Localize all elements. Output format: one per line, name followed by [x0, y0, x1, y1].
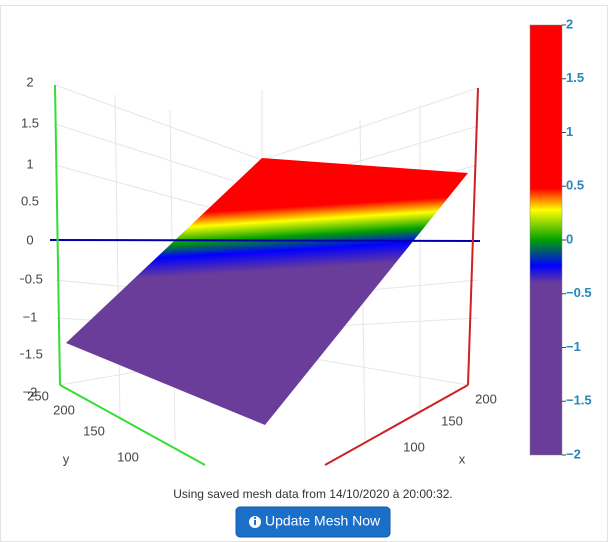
z-axis-line — [467, 87, 479, 386]
info-icon-stem — [254, 520, 256, 525]
x-axis-line — [324, 384, 469, 466]
z-tick-label: −1.5 — [17, 346, 43, 361]
z-tick-label: 0 — [26, 232, 33, 247]
colorbar-tick-label: 2 — [566, 16, 573, 31]
colorbar-tick-label: 1.5 — [566, 70, 584, 85]
y-tick-label: 200 — [53, 402, 75, 417]
z-axis-line — [54, 84, 61, 386]
z-tick-label: −2 — [23, 384, 38, 399]
z-tick-label: 2 — [26, 74, 33, 89]
colorbar-tick-label: 0 — [566, 231, 573, 246]
z-tick-label: 1 — [26, 156, 33, 171]
zero-line — [49, 239, 481, 242]
update-button[interactable]: Update Mesh Now — [235, 506, 391, 538]
z-tick-label: −0.5 — [17, 271, 43, 286]
colorbar-tick-label: −2 — [566, 446, 581, 461]
colorbar-ticks: 2 1.5 1 0.5 0 −0.5 −1 −1.5 −2 — [562, 16, 592, 461]
y-axis-title: y — [63, 451, 70, 466]
colorbar-tick-label: 0.5 — [566, 178, 584, 193]
colorbar-tick-label: −1.5 — [566, 393, 592, 408]
surface — [66, 158, 468, 425]
colorbar-tick-label: 1 — [566, 124, 573, 139]
button-label[interactable]: Update Mesh Now — [265, 513, 381, 529]
y-tick-label: 100 — [117, 449, 139, 464]
x-tick-label: 100 — [403, 439, 425, 454]
x-tick-label: 150 — [441, 413, 463, 428]
colorbar — [529, 24, 563, 456]
status-text: Using saved mesh data from 14/10/2020 à … — [173, 487, 453, 501]
info-icon-dot — [253, 516, 257, 520]
axis-labels: x y 100 150 200 100 150 200 250 — [27, 388, 497, 466]
z-ticks: 2 1.5 1 0.5 0 −0.5 −1 −1.5 −2 — [17, 74, 43, 399]
z-tick-label: 0.5 — [21, 193, 39, 208]
z-tick-label: 1.5 — [21, 115, 39, 130]
x-tick-label: 200 — [475, 391, 497, 406]
colorbar-tick-label: −1 — [566, 339, 581, 354]
y-axis-line — [59, 384, 206, 466]
y-tick-label: 150 — [83, 423, 105, 438]
colorbar-tick-label: −0.5 — [566, 285, 592, 300]
y-tick-label: 250 — [27, 388, 49, 403]
z-tick-label: −1 — [23, 309, 38, 324]
button-bg[interactable] — [235, 506, 391, 538]
x-axis-title: x — [459, 451, 466, 466]
